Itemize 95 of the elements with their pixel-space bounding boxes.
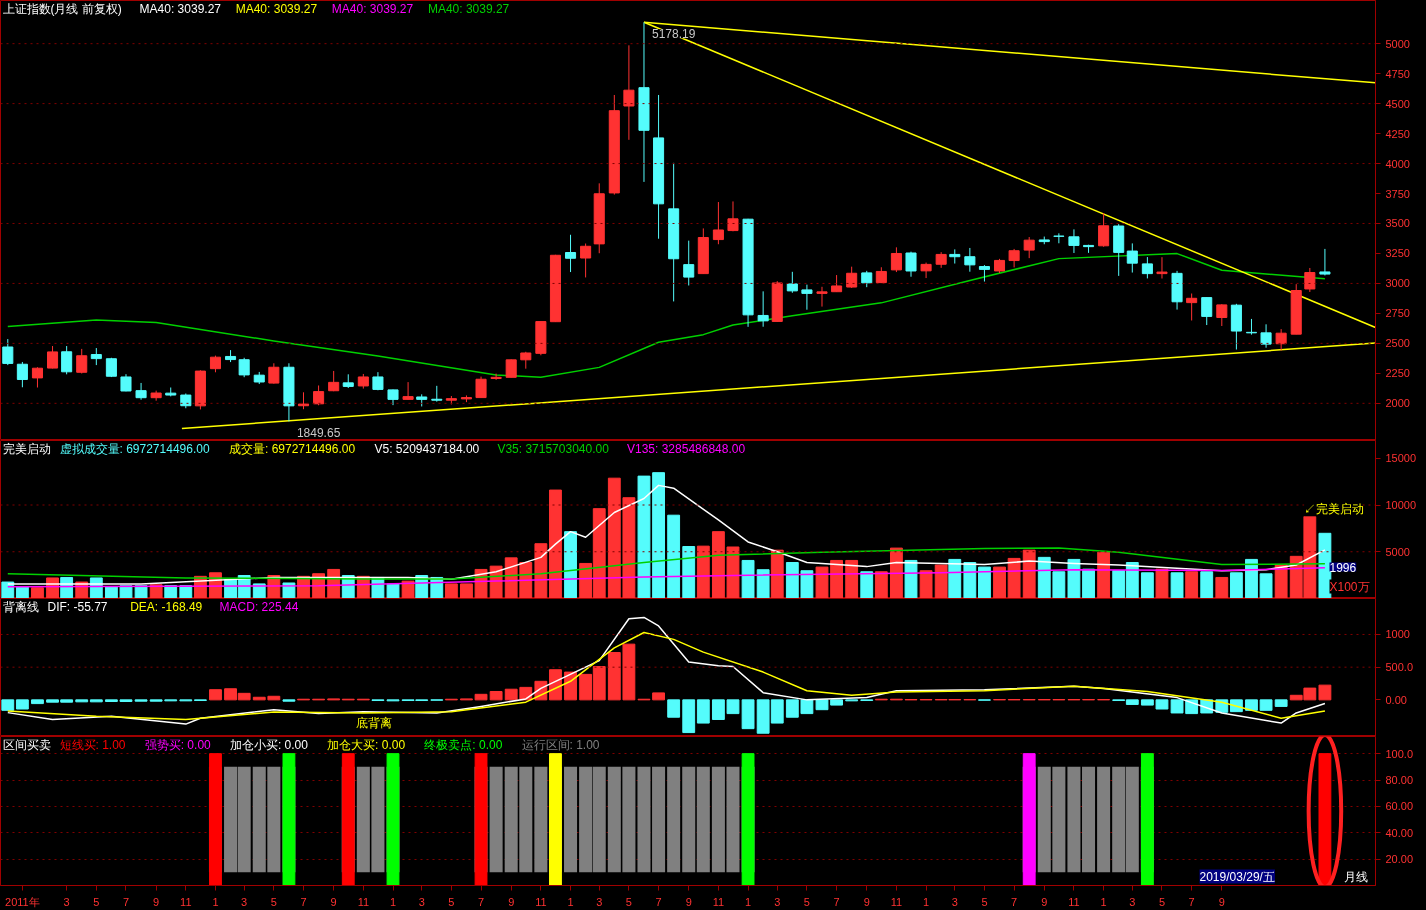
y-tick-label: 80.00 xyxy=(1385,774,1414,787)
annotation: 1849.65 xyxy=(296,426,341,441)
x-tick-label: 1 xyxy=(567,895,574,908)
x-tick-label: 11 xyxy=(1068,895,1080,908)
x-tick-label: 1 xyxy=(1100,895,1107,908)
x-tick-label: 5 xyxy=(981,895,988,908)
x-tick-label: 3 xyxy=(951,895,958,908)
annotation: 1996 xyxy=(1329,560,1357,575)
x-tick-label: 9 xyxy=(508,895,515,908)
y-tick-label: 2750 xyxy=(1385,307,1410,320)
x-tick-label: 3 xyxy=(774,895,781,908)
x-tick-label: 1 xyxy=(923,895,930,908)
legend-label: 虚拟成交量: 6972714496.00 xyxy=(59,441,210,456)
y-tick-label: 5000 xyxy=(1385,37,1410,50)
chart-title: 背离线 xyxy=(2,599,39,614)
chart-title: 完美启动 xyxy=(2,441,51,456)
x-tick-label: 7 xyxy=(833,895,840,908)
y-tick-label: 40.00 xyxy=(1385,826,1414,839)
y-tick-label: 10000 xyxy=(1385,499,1417,512)
y-tick-label: 3500 xyxy=(1385,217,1410,230)
x-tick-label: 9 xyxy=(330,895,337,908)
legend-label: 加仓小买: 0.00 xyxy=(229,737,309,752)
x-tick-label: 7 xyxy=(477,895,485,908)
annotation: 2019/03/29/五 xyxy=(1199,869,1275,884)
annotation: 底背离 xyxy=(356,715,393,730)
legend-label: MACD: 225.44 xyxy=(219,599,299,614)
x-tick-label: 9 xyxy=(863,895,870,908)
x-tick-label: 7 xyxy=(1011,895,1018,908)
y-tick-label: 4250 xyxy=(1385,127,1410,140)
y-tick-label: 2000 xyxy=(1385,397,1410,410)
y-tick-label: 4750 xyxy=(1385,67,1410,80)
x-tick-label: 3 xyxy=(418,895,425,908)
x-tick-label: 3 xyxy=(1129,895,1136,908)
series-label: 运行区间: 1.00 xyxy=(521,737,600,752)
x-tick-label: 1 xyxy=(745,895,752,908)
y-tick-label: 20.00 xyxy=(1385,853,1414,866)
y-tick-label: 2500 xyxy=(1385,337,1410,350)
y-tick-label: 3000 xyxy=(1385,277,1410,290)
text: 加仓大买: 0.00 xyxy=(327,737,406,752)
x-tick-label: 5 xyxy=(803,895,810,908)
text: V5: 5209437184.00 xyxy=(374,441,480,456)
x-tick-label: 7 xyxy=(300,895,307,908)
y-tick-label: 1000 xyxy=(1385,628,1410,641)
x-tick-label: 3 xyxy=(596,895,603,908)
y-tick-label: 60.00 xyxy=(1385,800,1414,813)
x-tick-label: 11 xyxy=(890,895,903,908)
chart-title: 区间买卖 xyxy=(2,737,51,752)
x-tick-label: 7 xyxy=(655,895,662,908)
text: MA40: 3039.27 xyxy=(427,1,510,16)
x-tick-label: 2011年 xyxy=(5,895,40,908)
text: V35: 3715703040.00 xyxy=(497,441,610,456)
legend-label: MA40: 3039.27 xyxy=(139,1,222,16)
legend-label: MA40: 3039.27 xyxy=(331,1,414,16)
text: V135: 3285486848.00 xyxy=(627,441,746,456)
y-tick-label: 15000 xyxy=(1385,452,1417,465)
chart-title: 上证指数(月线 前复权) xyxy=(2,1,122,16)
y-tick-label: 4000 xyxy=(1385,157,1410,170)
x-tick-label: 7 xyxy=(1188,895,1195,908)
text: DEA: -168.49 xyxy=(130,599,203,614)
x-tick-label: 9 xyxy=(153,895,160,908)
x-tick-label: 11 xyxy=(357,895,370,908)
x-tick-label: 5 xyxy=(270,895,277,908)
x-tick-label: 1 xyxy=(212,895,219,908)
x-tick-label: 5 xyxy=(448,895,455,908)
legend-label: MA40: 3039.27 xyxy=(235,1,318,16)
x-tick-label: 11 xyxy=(712,895,725,908)
x-tick-label: 9 xyxy=(1218,895,1225,908)
text: 短线买: 1.00 xyxy=(59,737,126,752)
y-tick-label: 4500 xyxy=(1385,97,1410,110)
annotation: X100万 xyxy=(1329,579,1370,594)
x-tick-label: 5 xyxy=(93,895,100,908)
y-tick-label: 0.00 xyxy=(1385,693,1407,706)
text: 终极卖点: 0.00 xyxy=(424,737,503,752)
annotation: 5178.19 xyxy=(651,27,696,42)
x-tick-label: 5 xyxy=(1158,895,1166,908)
x-tick-label: 11 xyxy=(535,895,547,908)
annotation: 月线 xyxy=(1343,869,1368,884)
y-tick-label: 2250 xyxy=(1385,367,1410,380)
x-tick-label: 7 xyxy=(122,895,130,908)
text: DIF: -55.77 xyxy=(47,599,108,614)
annotation: ↙完美启动 xyxy=(1304,502,1365,517)
y-tick-label: 500.0 xyxy=(1385,661,1414,674)
y-tick-label: 3250 xyxy=(1385,247,1410,260)
x-tick-label: 11 xyxy=(180,895,192,908)
x-tick-label: 3 xyxy=(241,895,248,908)
text: 强势买: 0.00 xyxy=(144,737,212,752)
x-tick-label: 3 xyxy=(63,895,70,908)
legend-label: 成交量: 6972714496.00 xyxy=(229,441,356,456)
y-tick-label: 100.0 xyxy=(1385,747,1414,760)
y-tick-label: 3750 xyxy=(1385,187,1410,200)
x-tick-label: 1 xyxy=(389,895,397,908)
x-tick-label: 9 xyxy=(685,895,692,908)
x-tick-label: 5 xyxy=(625,895,632,908)
x-tick-label: 9 xyxy=(1041,895,1048,908)
y-tick-label: 5000 xyxy=(1385,545,1410,558)
